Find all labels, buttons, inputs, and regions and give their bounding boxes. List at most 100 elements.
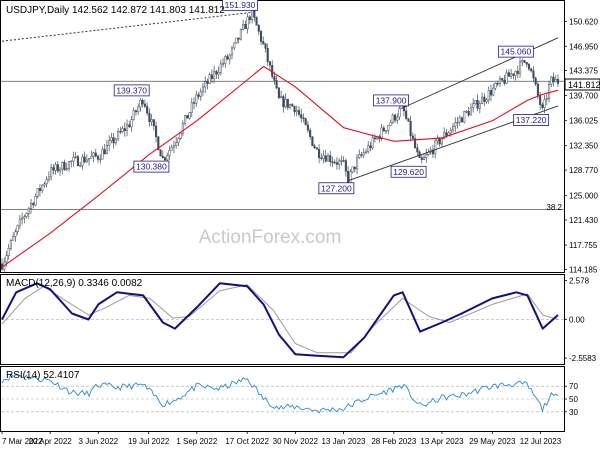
annotation-box [318, 182, 355, 195]
candle-body [414, 138, 417, 149]
candle-body [355, 157, 359, 170]
price-y-tick-label: 136.025 [569, 117, 598, 126]
candle-body [463, 111, 466, 123]
candle-body [329, 155, 332, 163]
price-y-tick-label: 125.000 [569, 192, 598, 201]
candle-body [43, 183, 46, 186]
price-y-tick-label: 139.700 [569, 92, 598, 101]
x-tick-label: 17 Oct 2022 [225, 437, 269, 446]
candle-body [481, 96, 484, 104]
rsi-line [1, 373, 559, 414]
candle-body [204, 81, 207, 88]
candle-body [217, 72, 220, 75]
candle-body [264, 43, 267, 49]
candle-body [103, 149, 106, 155]
candle-body [230, 47, 234, 56]
price-y-tick-label: 146.950 [569, 42, 598, 51]
candle-body [206, 81, 209, 84]
annotation-box [222, 0, 258, 11]
candle-body [192, 102, 196, 104]
candle-body [27, 208, 30, 214]
candle-body [487, 90, 490, 101]
candle-body [5, 255, 8, 263]
annotation-box [373, 94, 409, 107]
candle-body [422, 157, 426, 160]
x-tick-label: 13 Apr 2023 [420, 437, 464, 446]
candle-body [105, 144, 108, 155]
candle-body [416, 147, 419, 153]
candle-body [99, 158, 102, 161]
candle-body [338, 160, 341, 165]
annotation-label: 139.370 [116, 85, 147, 95]
candle-body [369, 145, 372, 149]
candle-body [389, 122, 392, 126]
candle-body [302, 117, 305, 119]
candle-body [119, 131, 122, 133]
annotation-label: 137.220 [516, 115, 547, 125]
candle-body [63, 161, 66, 171]
candle-body [201, 86, 205, 93]
price-header: USDJPY,Daily 142.562 142.872 141.803 141… [6, 5, 225, 16]
candle-body [262, 41, 265, 44]
candle-body [56, 164, 59, 172]
candle-body [175, 142, 178, 146]
candle-body [41, 184, 44, 191]
candle-body [244, 24, 247, 30]
price-panel-frame [0, 0, 565, 273]
candle-body [469, 107, 472, 116]
candle-body [139, 99, 142, 108]
x-tick-label: 13 Jan 2023 [321, 437, 366, 446]
candle-body [512, 73, 515, 76]
candle-body [148, 112, 151, 122]
candle-body [199, 91, 202, 97]
candle-body [152, 119, 155, 127]
candle-body [50, 167, 53, 178]
candle-body [503, 79, 506, 84]
candle-body [166, 155, 169, 161]
candle-body [257, 25, 260, 32]
candle-body [14, 231, 17, 237]
candle-body [67, 161, 71, 170]
candle-body [143, 103, 146, 107]
annotation-label: 129.620 [393, 167, 424, 177]
candle-body [52, 167, 55, 171]
price-y-tick-label: 128.770 [569, 166, 598, 175]
candle-body [101, 149, 104, 160]
candle-body [371, 137, 374, 149]
candle-body [293, 105, 296, 113]
candle-body [449, 129, 452, 134]
watermark: ActionForex.com [199, 227, 342, 248]
candle-body [184, 115, 187, 124]
candle-body [226, 56, 229, 60]
candle-body [224, 56, 227, 64]
candle-body [472, 103, 475, 109]
x-tick-label: 12 Jul 2023 [520, 437, 562, 446]
candle-body [297, 110, 301, 115]
candle-body [411, 135, 414, 139]
candle-body [295, 110, 298, 113]
candle-body [507, 72, 510, 77]
price-y-tick-label: 114.185 [569, 265, 598, 274]
candle-body [523, 60, 526, 63]
candle-body [271, 65, 274, 77]
candle-body [233, 42, 236, 49]
candle-body [409, 120, 412, 137]
candle-body [61, 161, 64, 170]
candle-body [132, 110, 135, 120]
candle-body [309, 129, 312, 137]
candle-body [239, 29, 242, 40]
candle-body [177, 138, 180, 143]
candle-body [396, 116, 399, 121]
candle-body [460, 117, 464, 123]
x-tick-label: 1 Sep 2022 [176, 437, 217, 446]
dotted-trendline [1, 11, 252, 42]
fib-level-label: 38.2 [546, 203, 562, 212]
candle-body [72, 156, 75, 162]
candle-body [179, 133, 182, 139]
macd-signal-line [1, 284, 559, 354]
candle-body [282, 96, 285, 108]
candle-body [286, 98, 289, 108]
candle-body [326, 155, 330, 162]
candle-body [112, 137, 115, 144]
